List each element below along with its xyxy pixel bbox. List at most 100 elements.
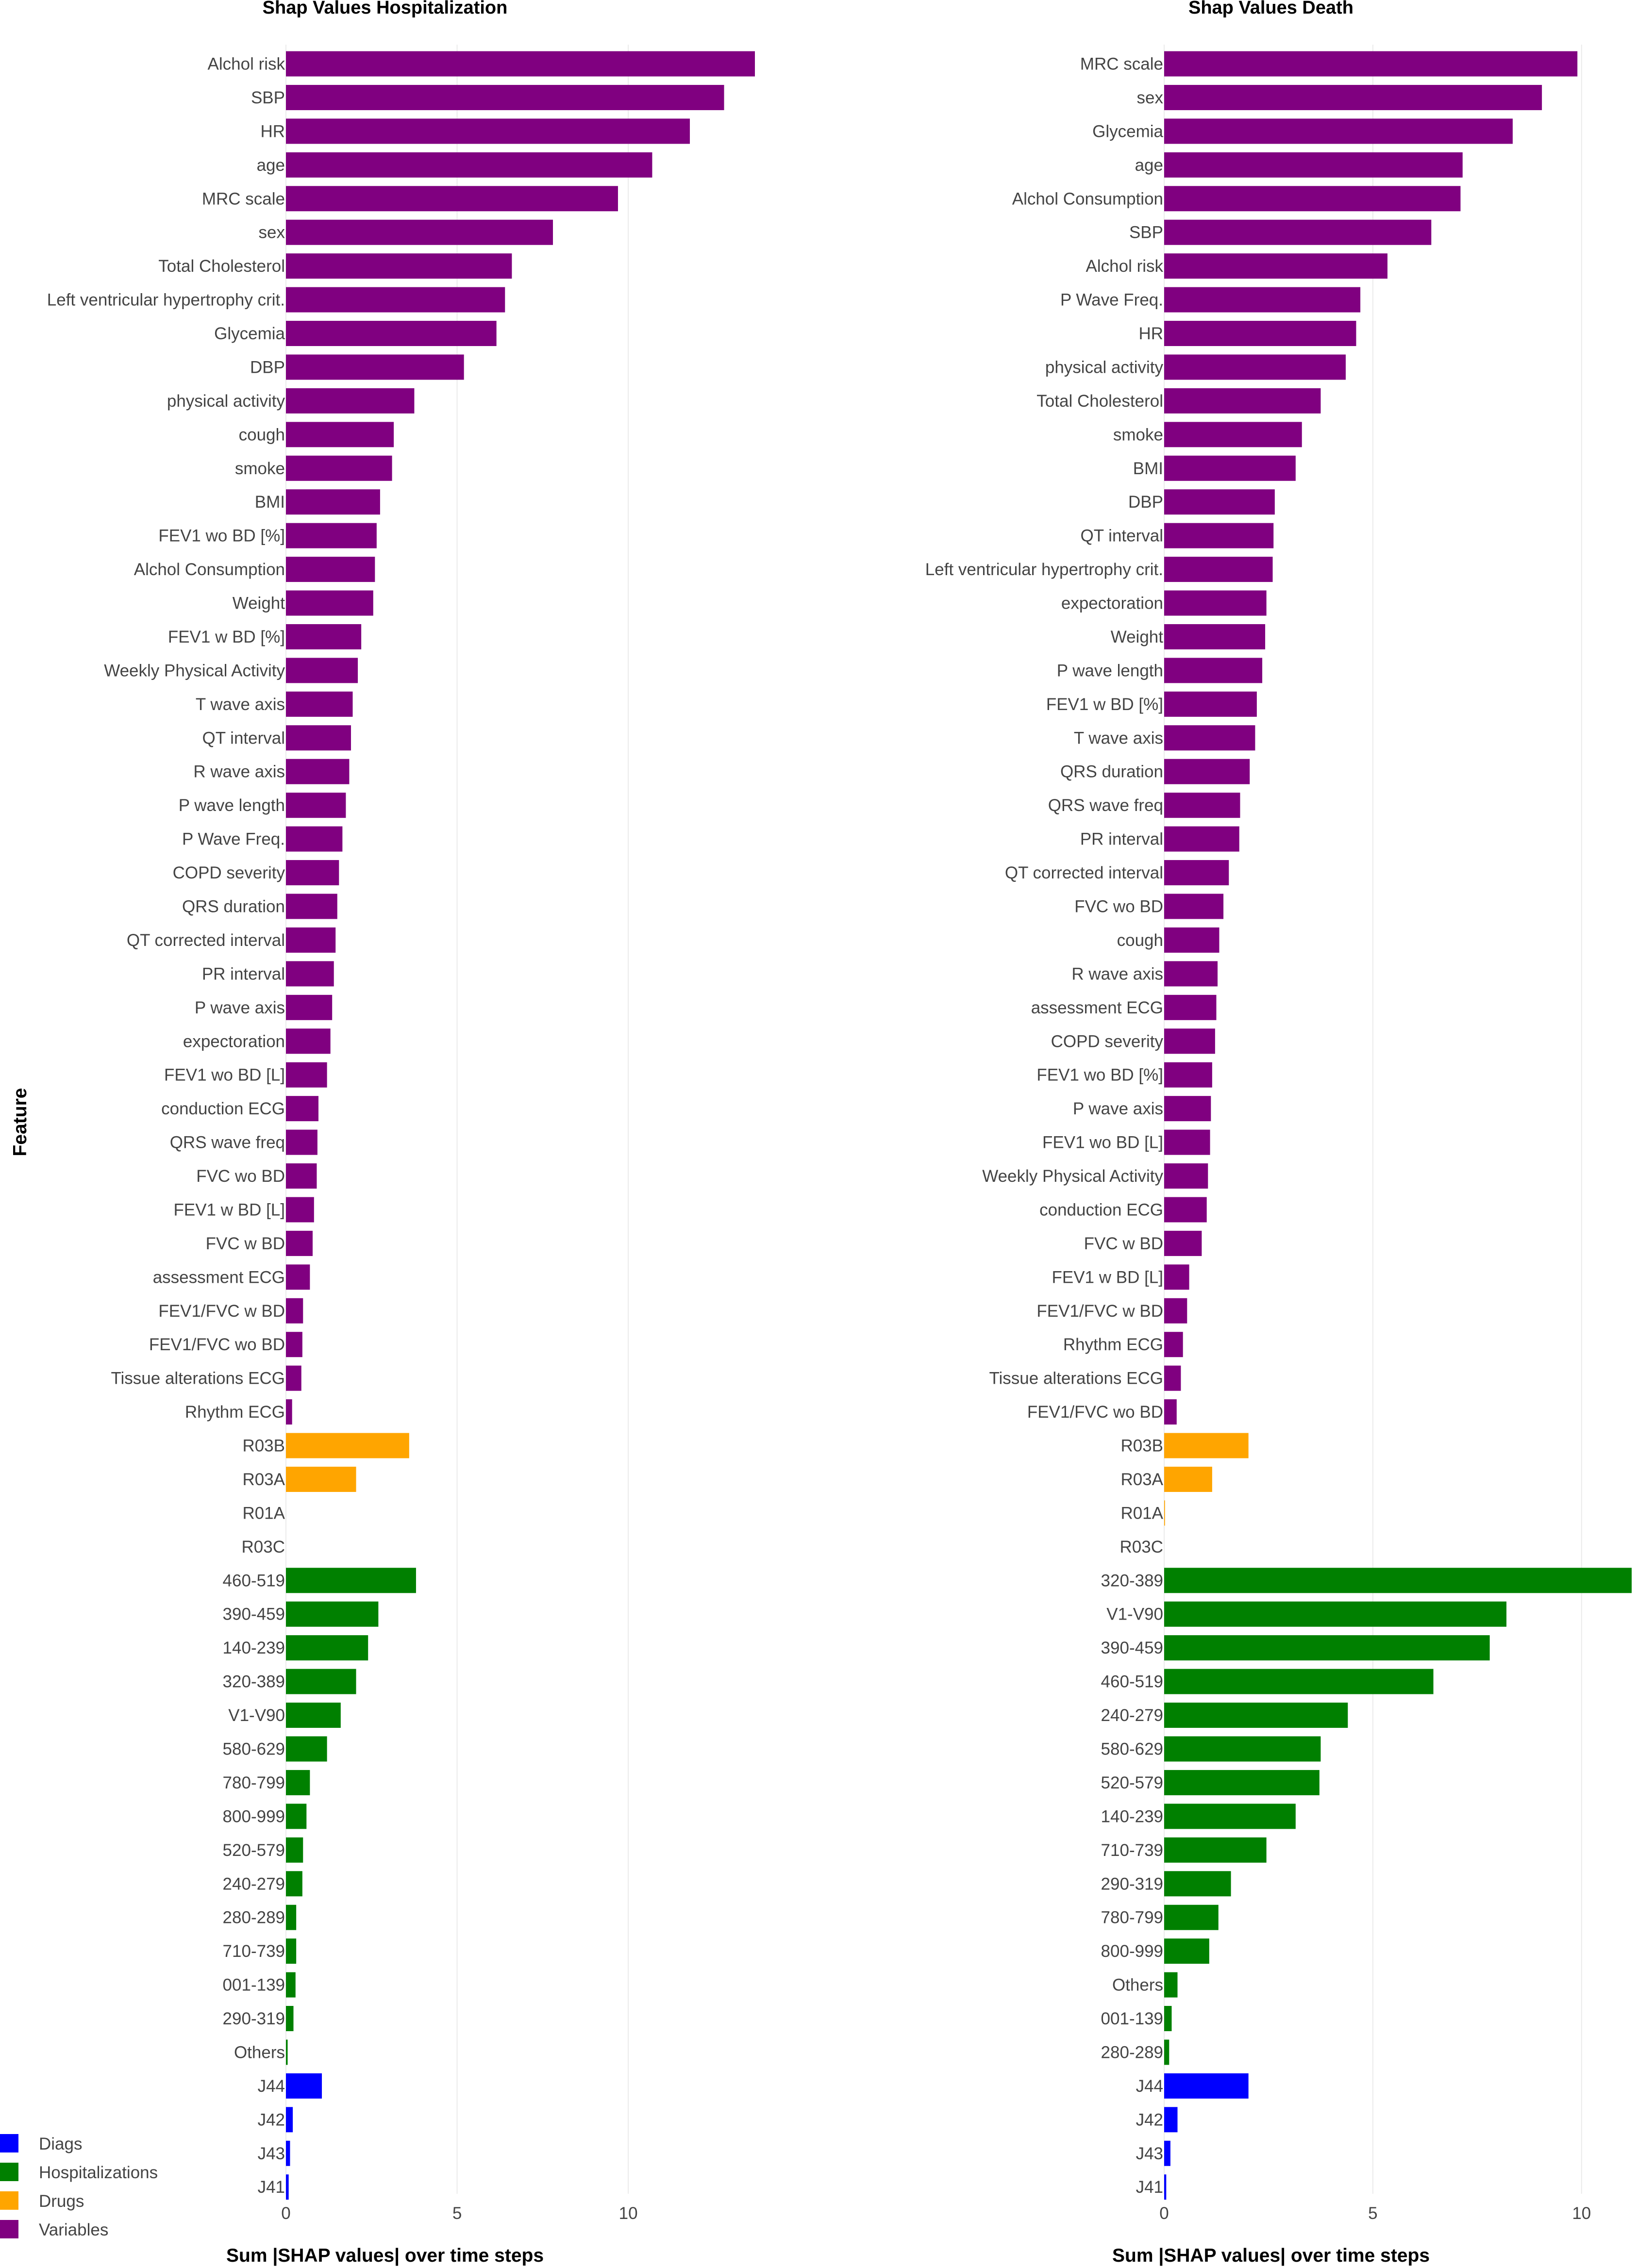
death-bar [1164,1770,1320,1795]
death-bars [1164,51,1632,2200]
hosp-bar [286,523,377,548]
hosp-bar [286,1871,302,1897]
hosp-bar [286,455,392,481]
hosp-bar [286,1837,303,1863]
hospitalization-bars [286,51,755,2200]
hosp-bar [286,759,350,784]
legend-swatch-diags [0,2134,18,2152]
hosp-bar [286,1365,301,1391]
hosp-feature-label: 290-319 [223,2009,285,2028]
hosp-bar [286,1163,317,1189]
hosp-feature-label: R03A [242,1470,285,1489]
hosp-bar [286,2140,290,2166]
hosp-feature-label: DBP [250,358,285,377]
hospitalization-feature-labels: Alchol risk SBP HR age MRC scale sex Total Cho… [47,55,285,2197]
legend-item-drugs: Drugs [0,2191,84,2211]
hosp-bar [286,489,380,515]
death-feature-label: Weekly Physical Activity [982,1167,1163,1186]
death-bar [1164,894,1224,919]
hosp-bar [286,219,553,245]
death-bar [1164,321,1356,347]
hosp-feature-label: cough [239,425,285,444]
death-feature-label: physical activity [1045,358,1164,377]
death-bar [1164,1264,1189,1290]
death-bar [1164,1972,1178,1998]
death-bar [1164,523,1274,548]
death-feature-label: QRS duration [1060,762,1163,781]
death-bar [1164,557,1273,582]
death-feature-label: 710-739 [1101,1841,1163,1860]
hosp-feature-label: 240-279 [223,1874,285,1893]
hosp-feature-label: Weight [233,594,285,613]
death-bar [1164,1703,1348,1728]
death-bar [1164,725,1255,751]
hosp-bar [286,624,362,649]
hosp-bar [286,826,343,852]
hosp-feature-label: J41 [258,2178,285,2197]
legend-item-hospitalizations: Hospitalizations [0,2163,158,2182]
hosp-bar [286,1804,307,1829]
death-bar [1164,1129,1210,1155]
hosp-x-tick-label: 0 [281,2204,290,2223]
death-feature-label: R03C [1120,1538,1163,1556]
death-bar [1164,1096,1211,1122]
hosp-feature-label: R03C [242,1538,285,1556]
hosp-bar [286,2107,293,2133]
death-bar [1164,422,1302,447]
hosp-feature-label: T wave axis [196,695,285,714]
death-bar [1164,658,1263,683]
death-bar [1164,1736,1321,1762]
death-bar [1164,1433,1249,1458]
death-bar [1164,1500,1165,1526]
hosp-feature-label: 520-579 [223,1841,285,1860]
hosp-bar [286,1399,292,1425]
death-feature-label: expectoration [1061,594,1163,613]
death-feature-label: Rhythm ECG [1063,1335,1163,1354]
hosp-bar [286,1770,310,1795]
death-chart-title: Shap Values Death [1188,0,1353,18]
death-feature-label: Weight [1111,628,1164,646]
hosp-feature-label: BMI [255,493,285,512]
death-x-tick-label: 0 [1159,2204,1169,2223]
death-bar [1164,152,1463,178]
death-bar [1164,1871,1231,1897]
death-bar [1164,793,1240,818]
death-bar [1164,961,1218,987]
death-feature-label: FEV1 wo BD [L] [1042,1133,1163,1152]
death-bar [1164,994,1217,1020]
hosp-bar [286,1601,379,1627]
hosp-feature-label: 320-389 [223,1672,285,1691]
death-x-ticks: 0 5 10 [1159,2204,1591,2223]
hosp-feature-label: FEV1/FVC wo BD [149,1335,285,1354]
death-feature-label: Glycemia [1092,122,1163,141]
hosp-feature-label: Tissue alterations ECG [111,1369,285,1388]
death-feature-label: FVC w BD [1084,1234,1163,1253]
death-bar [1164,2073,1249,2099]
hosp-feature-label: 580-629 [223,1740,285,1759]
death-feature-label: Alchol Consumption [1012,189,1163,208]
death-feature-label: 240-279 [1101,1706,1163,1725]
death-bar [1164,84,1542,110]
hosp-feature-label: Total Cholesterol [158,257,285,276]
hosp-bar [286,1972,296,1998]
death-bar [1164,624,1266,649]
death-bar [1164,1230,1202,1256]
death-bar [1164,1298,1187,1324]
death-bar [1164,1062,1212,1088]
hosp-feature-label: 390-459 [223,1605,285,1624]
hosp-feature-label: smoke [235,459,285,478]
death-bar [1164,2140,1170,2166]
death-bar [1164,1635,1490,1661]
hosp-bar [286,557,375,582]
death-bar [1164,1938,1209,1964]
death-feature-label: COPD severity [1051,1032,1164,1051]
death-bar [1164,2039,1169,2065]
hosp-bar [286,1466,356,1492]
legend-swatch-drugs [0,2191,18,2210]
hosp-feature-label: P Wave Freq. [182,830,285,849]
death-bar [1164,51,1578,77]
hosp-feature-label: J44 [258,2077,285,2096]
death-bar [1164,118,1513,144]
death-feature-label: R01A [1120,1504,1163,1523]
death-feature-label: 460-519 [1101,1672,1163,1691]
